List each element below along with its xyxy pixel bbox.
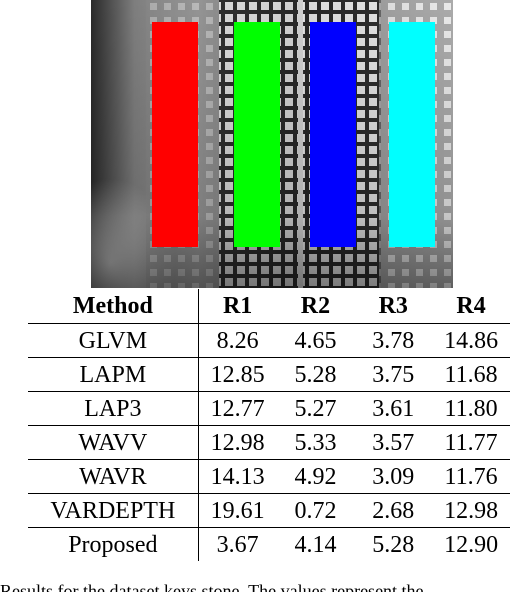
value-cell: 3.67 xyxy=(216,531,259,558)
region-r4-overlay xyxy=(389,22,435,247)
value-cell: 12.98 xyxy=(432,493,510,528)
region-r1-overlay xyxy=(152,22,198,247)
value-cell: 11.68 xyxy=(432,357,510,392)
value-cell: 5.33 xyxy=(276,425,355,460)
photo-canvas xyxy=(91,0,453,288)
method-cell: WAVR xyxy=(28,459,199,494)
value-cell: 12.85 xyxy=(198,357,277,392)
value-cell: 3.57 xyxy=(354,425,433,460)
figure-caption: Results for the dataset keys stone. The … xyxy=(0,581,424,592)
value-cell: 14.86 xyxy=(432,323,510,358)
table-header-row: Method R1 R2 R3 R4 xyxy=(28,289,510,324)
value-cell: 4.65 xyxy=(276,323,355,358)
value-cell: 5.28 xyxy=(372,531,415,558)
header-r2: R2 xyxy=(276,289,355,324)
table-row: GLVM 8.26 4.65 3.78 14.86 xyxy=(28,323,510,358)
header-r3: R3 xyxy=(354,289,433,324)
value-cell: 12.90 xyxy=(444,531,499,558)
results-table: Method R1 R2 R3 R4 GLVM 8.26 4.65 3.78 1… xyxy=(28,289,510,561)
region-r3-overlay xyxy=(310,22,356,247)
value-cell: 0.72 xyxy=(276,493,355,528)
method-cell: GLVM xyxy=(28,323,199,358)
table-row: Proposed 3.67 4.14 5.28 12.90 xyxy=(28,527,510,561)
table-row: WAVV 12.98 5.33 3.57 11.77 xyxy=(28,425,510,460)
table-row: VARDEPTH 19.61 0.72 2.68 12.98 xyxy=(28,493,510,528)
value-cell: 5.28 xyxy=(276,357,355,392)
value-cell: 8.26 xyxy=(198,323,277,358)
value-cell: 19.61 xyxy=(198,493,277,528)
method-cell: VARDEPTH xyxy=(28,493,199,528)
value-cell: 11.80 xyxy=(432,391,510,426)
table-row: LAP3 12.77 5.27 3.61 11.80 xyxy=(28,391,510,426)
method-cell: Proposed xyxy=(28,527,199,561)
method-cell: WAVV xyxy=(28,425,199,460)
value-cell: 2.68 xyxy=(354,493,433,528)
value-cell: 11.77 xyxy=(432,425,510,460)
value-cell: 3.61 xyxy=(354,391,433,426)
method-cell: LAP3 xyxy=(28,391,199,426)
header-method: Method xyxy=(28,289,199,324)
header-r1: R1 xyxy=(198,289,277,324)
value-cell: 3.78 xyxy=(354,323,433,358)
value-cell: 5.27 xyxy=(276,391,355,426)
table-row: LAPM 12.85 5.28 3.75 11.68 xyxy=(28,357,510,392)
value-cell: 14.13 xyxy=(198,459,277,494)
value-cell: 4.92 xyxy=(276,459,355,494)
value-cell: 11.76 xyxy=(432,459,510,494)
header-r4: R4 xyxy=(432,289,510,324)
value-cell: 3.75 xyxy=(354,357,433,392)
value-cell: 4.14 xyxy=(294,531,337,558)
photo-figure xyxy=(91,0,453,288)
value-cell: 3.09 xyxy=(354,459,433,494)
table-row: WAVR 14.13 4.92 3.09 11.76 xyxy=(28,459,510,494)
method-cell: LAPM xyxy=(28,357,199,392)
value-cell: 12.77 xyxy=(198,391,277,426)
value-cell: 12.98 xyxy=(198,425,277,460)
region-r2-overlay xyxy=(234,22,280,247)
